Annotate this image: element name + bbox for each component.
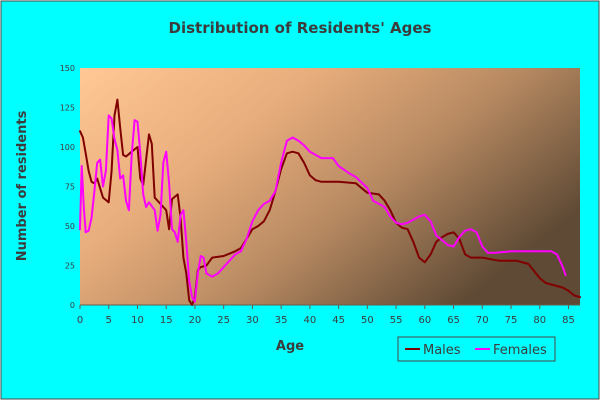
x-tick-label: 20 — [189, 315, 202, 326]
x-tick-label: 55 — [390, 315, 403, 326]
y-axis-label: Number of residents — [15, 110, 30, 261]
x-tick-label: 70 — [476, 315, 489, 326]
x-tick-label: 15 — [160, 315, 173, 326]
x-tick-label: 45 — [332, 315, 345, 326]
x-tick-label: 75 — [505, 315, 518, 326]
y-tick-label: 125 — [60, 104, 75, 113]
x-tick-label: 40 — [304, 315, 317, 326]
x-tick-label: 30 — [246, 315, 259, 326]
y-tick-label: 75 — [65, 183, 75, 192]
series-layer — [79, 98, 581, 306]
x-tick-label: 65 — [447, 315, 460, 326]
legend-label-females: Females — [493, 343, 547, 358]
legend: Males Females — [397, 336, 556, 362]
y-tick-label: 25 — [65, 262, 75, 271]
x-axis: 0 5 10 15 20 25 30 35 40 45 50 55 60 65 70 75 80 85 — [77, 305, 575, 326]
series-line-males — [79, 98, 581, 306]
x-tick-label: 60 — [418, 315, 431, 326]
chart-title: Distribution of Residents' Ages — [169, 19, 432, 37]
x-tick-label: 25 — [217, 315, 230, 326]
y-axis: 0 25 50 75 100 125 150 — [60, 64, 75, 310]
x-tick-label: 80 — [533, 315, 546, 326]
series-line-females — [79, 114, 567, 303]
x-axis-label: Age — [276, 339, 304, 354]
x-tick-label: 5 — [106, 315, 112, 326]
x-tick-label: 0 — [77, 315, 83, 326]
y-tick-label: 150 — [60, 64, 75, 73]
plot-area — [80, 68, 580, 305]
x-tick-label: 50 — [361, 315, 374, 326]
y-tick-label: 100 — [60, 143, 75, 152]
y-tick-label: 0 — [70, 301, 75, 310]
x-tick-label: 10 — [131, 315, 144, 326]
y-tick-label: 50 — [65, 222, 75, 231]
x-tick-label: 35 — [275, 315, 288, 326]
x-tick-label: 85 — [562, 315, 575, 326]
legend-label-males: Males — [423, 343, 461, 358]
